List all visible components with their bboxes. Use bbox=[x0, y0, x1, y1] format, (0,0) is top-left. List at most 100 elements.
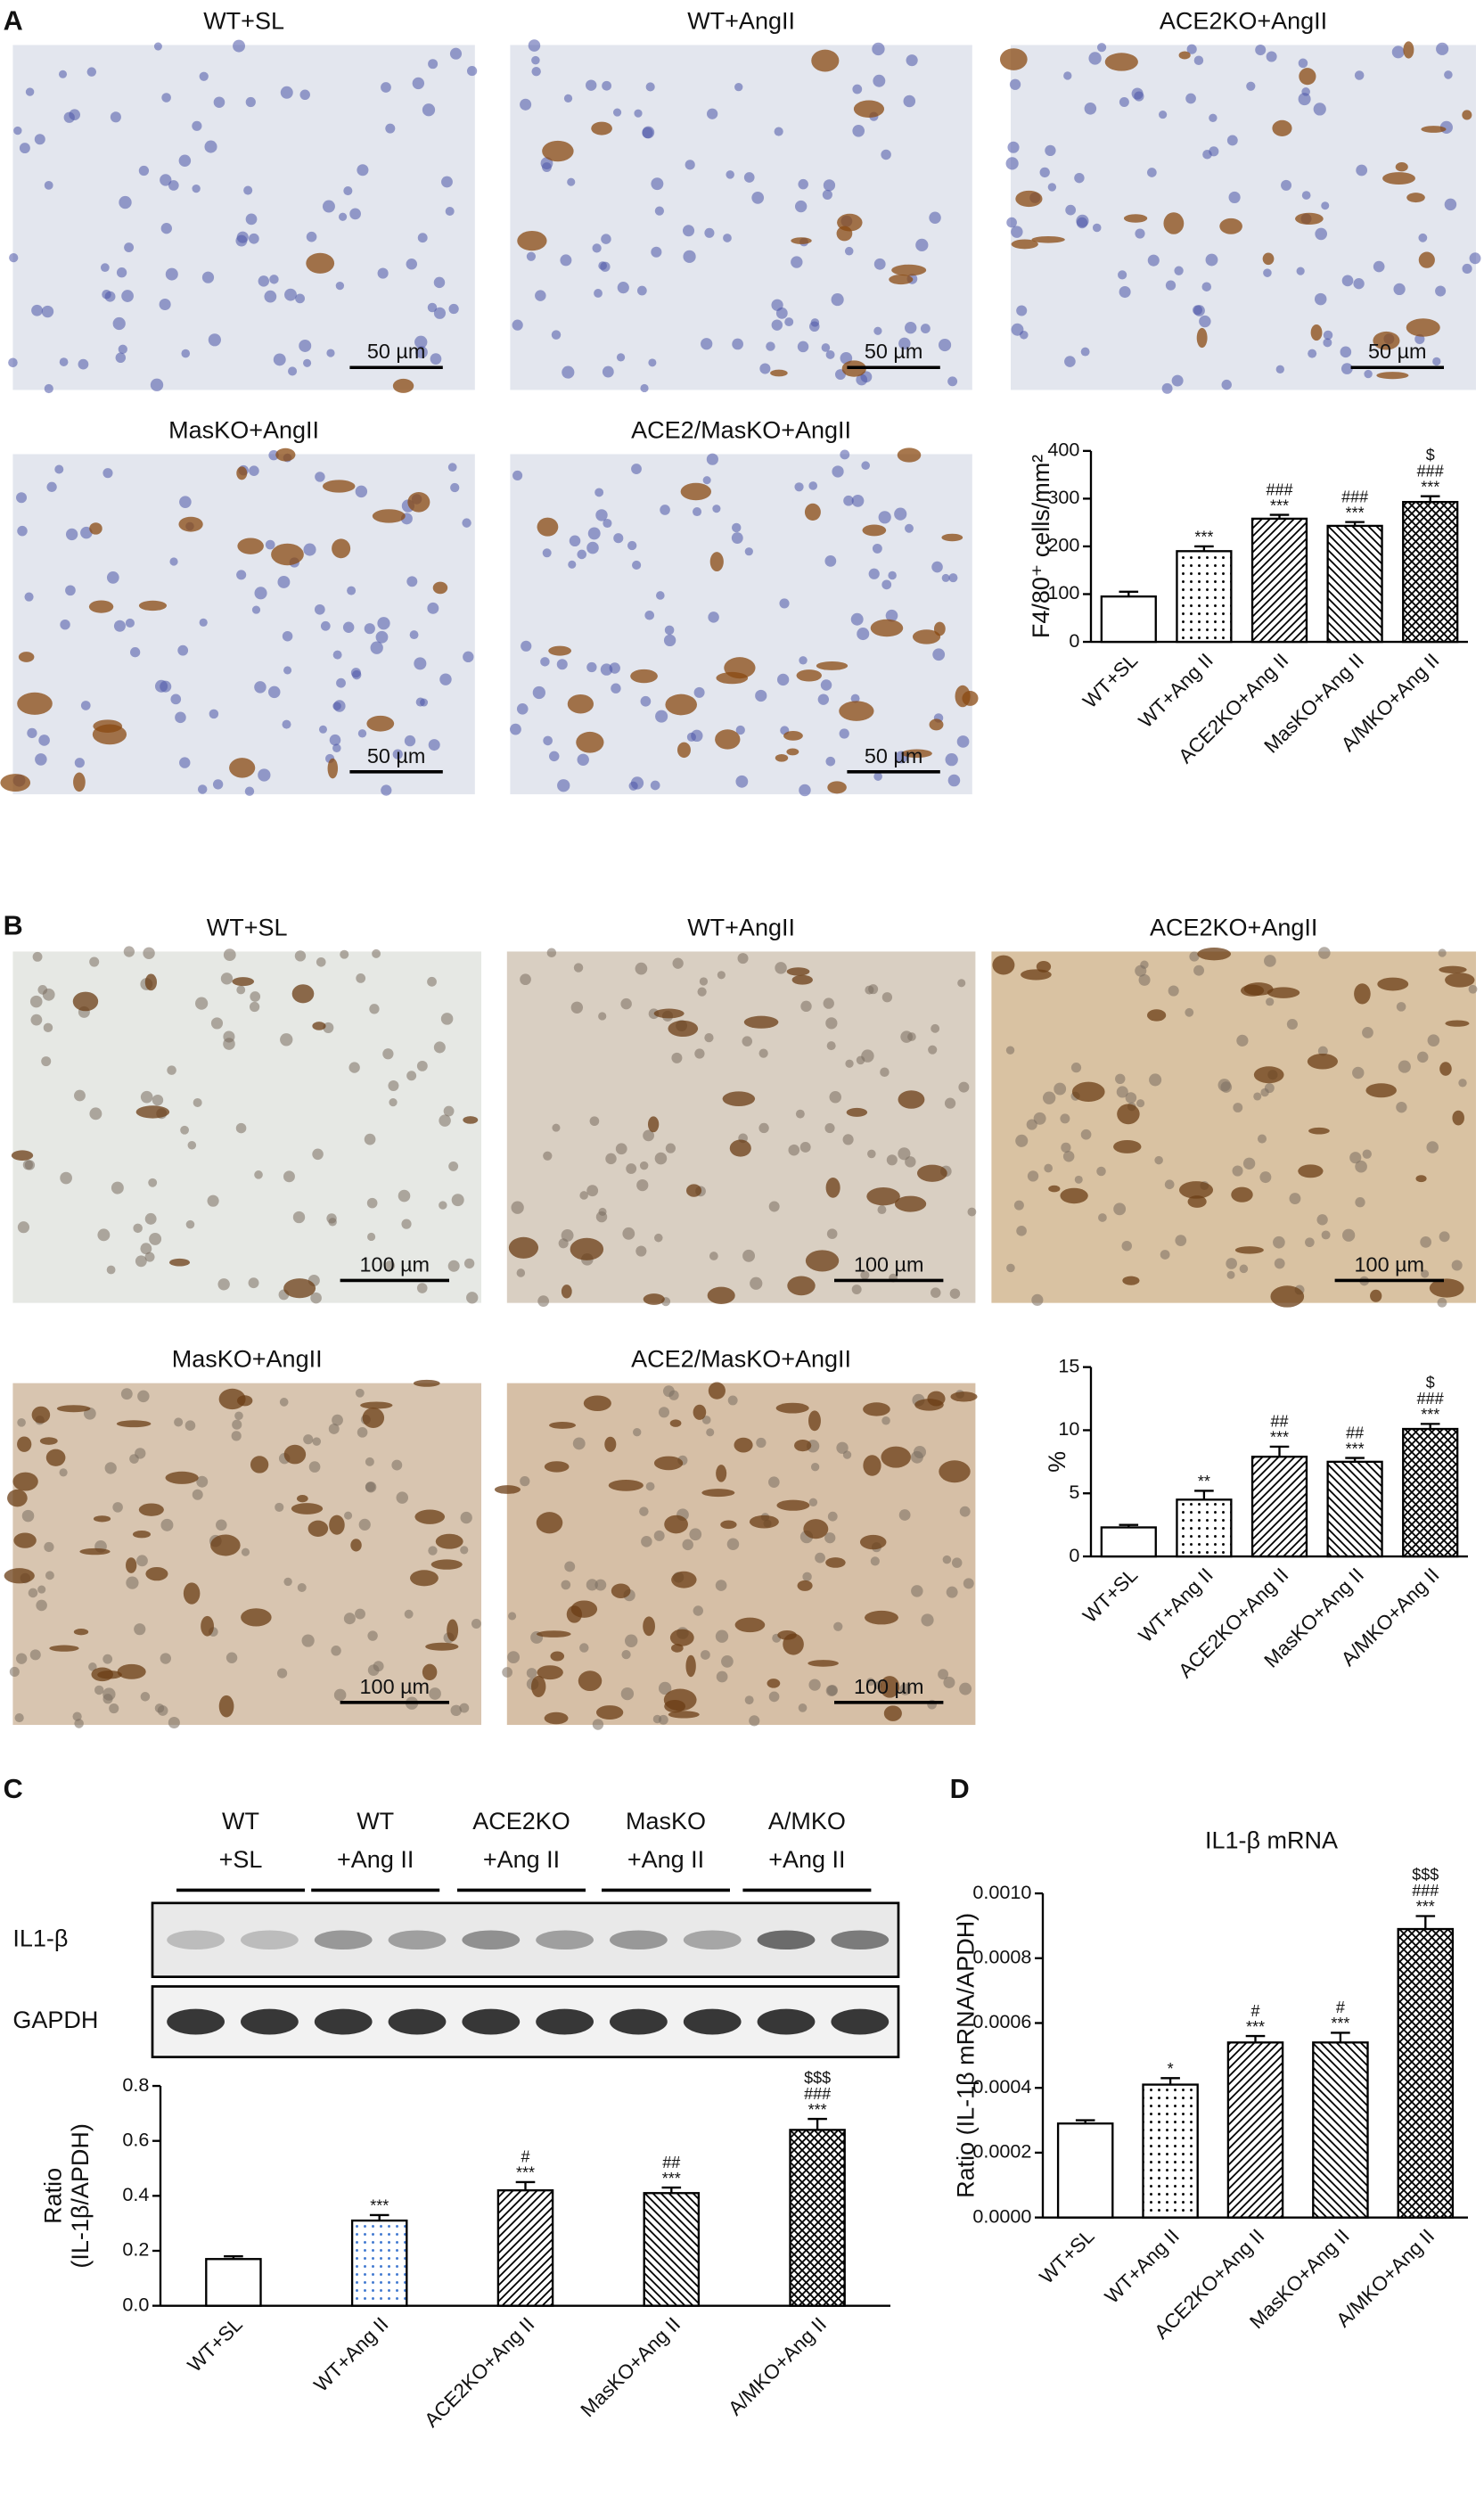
blot-column-label: ACE2KO bbox=[472, 1808, 570, 1835]
stain bbox=[18, 652, 35, 662]
stain bbox=[132, 1531, 152, 1539]
stain bbox=[508, 1236, 539, 1259]
nucleus bbox=[192, 184, 201, 193]
stain bbox=[825, 1178, 840, 1198]
nucleus bbox=[220, 973, 234, 985]
blot-band bbox=[536, 1930, 594, 1950]
bar bbox=[1056, 2122, 1114, 2219]
bar bbox=[1142, 2083, 1199, 2219]
scale-label: 100 µm bbox=[360, 1252, 430, 1276]
nucleus bbox=[1263, 268, 1272, 277]
nucleus bbox=[658, 1681, 672, 1695]
nucleus bbox=[1228, 191, 1241, 203]
micrograph-bg bbox=[506, 1383, 976, 1726]
blot-band bbox=[462, 1930, 521, 1950]
nucleus bbox=[1031, 1293, 1044, 1306]
stain bbox=[898, 1090, 925, 1109]
nucleus bbox=[726, 1538, 740, 1551]
stain bbox=[237, 538, 264, 554]
nucleus bbox=[1426, 1141, 1439, 1153]
nucleus bbox=[1115, 1073, 1126, 1085]
x-tick-label: WT+Ang II bbox=[1101, 2225, 1184, 2308]
nucleus bbox=[322, 200, 335, 213]
y-tick-label: 0.6 bbox=[122, 2128, 149, 2150]
nucleus bbox=[41, 1056, 52, 1067]
stain bbox=[707, 1286, 735, 1305]
stain bbox=[1299, 68, 1316, 86]
blot-band bbox=[167, 1930, 225, 1950]
stain bbox=[663, 1688, 697, 1711]
blot-band bbox=[314, 2008, 373, 2035]
nucleus bbox=[160, 223, 172, 234]
nucleus bbox=[886, 1154, 898, 1166]
nucleus bbox=[1005, 1046, 1015, 1055]
nucleus bbox=[611, 683, 621, 694]
nucleus bbox=[1355, 1160, 1367, 1173]
nucleus bbox=[750, 1276, 763, 1290]
nucleus bbox=[208, 333, 221, 347]
nucleus bbox=[716, 1670, 728, 1683]
blot-band bbox=[536, 2008, 594, 2035]
stain bbox=[866, 1186, 900, 1206]
nucleus bbox=[355, 1388, 365, 1398]
nucleus bbox=[294, 950, 307, 962]
nucleus bbox=[932, 648, 946, 661]
error-bar bbox=[1345, 1457, 1365, 1462]
nucleus bbox=[350, 668, 361, 678]
nucleus bbox=[881, 149, 891, 160]
nucleus bbox=[112, 316, 126, 331]
nucleus bbox=[342, 621, 355, 634]
nucleus bbox=[851, 1285, 862, 1295]
nucleus bbox=[861, 1049, 874, 1063]
nucleus bbox=[532, 685, 545, 700]
nucleus bbox=[355, 485, 368, 498]
stain bbox=[933, 621, 946, 636]
nucleus bbox=[768, 1691, 780, 1703]
blot-band bbox=[683, 1930, 742, 1950]
nucleus bbox=[364, 623, 375, 635]
image-caption: MasKO+AngII bbox=[172, 1346, 323, 1373]
significance: ### bbox=[1341, 488, 1368, 505]
nucleus bbox=[732, 522, 742, 533]
stain bbox=[544, 1711, 569, 1725]
bar bbox=[1326, 1460, 1383, 1558]
stain bbox=[797, 1580, 813, 1591]
stain bbox=[846, 1107, 868, 1117]
stain bbox=[392, 378, 414, 393]
nucleus bbox=[840, 449, 850, 460]
x-tick-label: WT+Ang II bbox=[309, 2313, 392, 2396]
nucleus bbox=[279, 1398, 289, 1407]
nucleus bbox=[1421, 1269, 1430, 1278]
nucleus bbox=[707, 108, 718, 119]
scale-label: 50 µm bbox=[367, 340, 425, 363]
scale-label: 100 µm bbox=[854, 1675, 923, 1698]
nucleus bbox=[430, 353, 442, 365]
scale-label: 100 µm bbox=[1355, 1252, 1424, 1276]
nucleus bbox=[333, 700, 346, 712]
stain bbox=[880, 1676, 900, 1698]
stain bbox=[1445, 973, 1475, 988]
stain bbox=[550, 1651, 565, 1662]
nucleus bbox=[903, 94, 916, 108]
nucleus bbox=[249, 465, 259, 476]
nucleus bbox=[106, 571, 119, 584]
nucleus bbox=[825, 756, 836, 767]
nucleus bbox=[448, 1161, 459, 1171]
nucleus bbox=[621, 1650, 631, 1660]
nucleus bbox=[843, 495, 854, 506]
nucleus bbox=[89, 1107, 102, 1120]
y-tick-label: 0.8 bbox=[122, 2073, 149, 2096]
nucleus bbox=[333, 1688, 347, 1702]
nucleus bbox=[683, 250, 696, 263]
stain bbox=[811, 49, 840, 72]
nucleus bbox=[72, 1711, 82, 1721]
nucleus bbox=[1289, 1193, 1301, 1205]
nucleus bbox=[233, 39, 245, 53]
nucleus bbox=[187, 1141, 197, 1150]
nucleus bbox=[180, 1125, 189, 1135]
nucleus bbox=[549, 751, 560, 762]
nucleus bbox=[1391, 45, 1405, 59]
nucleus bbox=[1164, 1179, 1175, 1190]
nucleus bbox=[443, 1105, 455, 1117]
stain bbox=[787, 1276, 816, 1296]
